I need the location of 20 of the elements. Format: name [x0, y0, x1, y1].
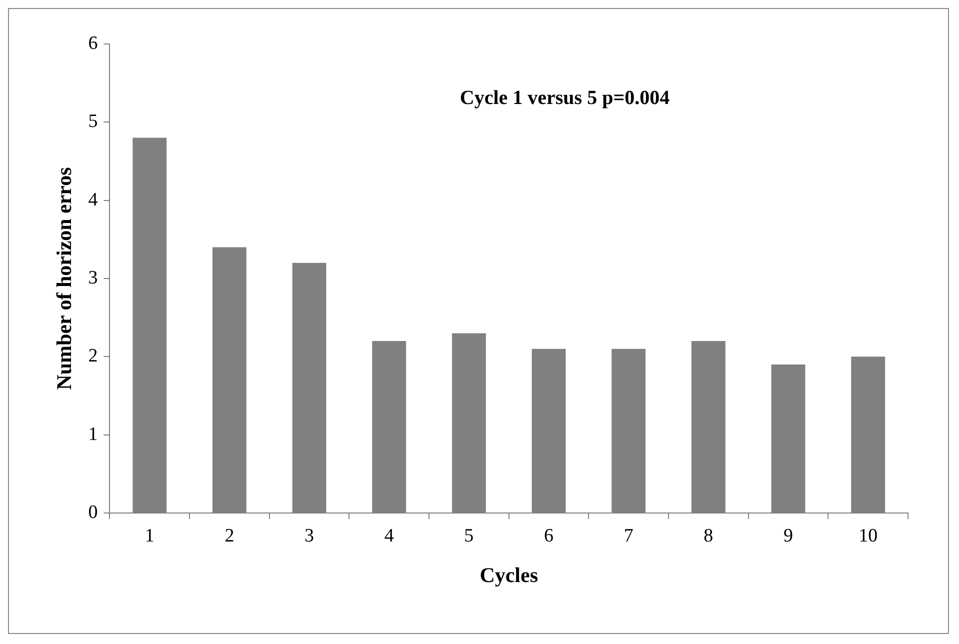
y-tick-label: 0	[88, 502, 98, 523]
x-tick-label: 9	[784, 525, 794, 546]
x-tick-label: 10	[858, 525, 878, 546]
x-tick-label: 1	[144, 525, 154, 546]
x-tick-label: 2	[224, 525, 234, 546]
x-tick-label: 3	[304, 525, 314, 546]
y-tick-label: 5	[88, 111, 98, 132]
annotation: Cycle 1 versus 5 p=0.004	[460, 87, 670, 110]
y-tick-label: 2	[88, 346, 98, 367]
x-tick-label: 4	[384, 525, 394, 546]
x-tick-label: 5	[464, 525, 474, 546]
x-axis-title: Cycles	[480, 562, 538, 587]
x-tick-label: 7	[624, 525, 634, 546]
y-axis-title: Number of horizon erros	[52, 167, 76, 390]
x-tick-label: 8	[704, 525, 714, 546]
y-tick-label: 6	[88, 32, 98, 54]
y-tick-label: 3	[88, 267, 98, 288]
y-tick-label: 1	[88, 424, 98, 445]
x-tick-label: 6	[544, 525, 554, 546]
y-tick-label: 4	[88, 189, 98, 210]
